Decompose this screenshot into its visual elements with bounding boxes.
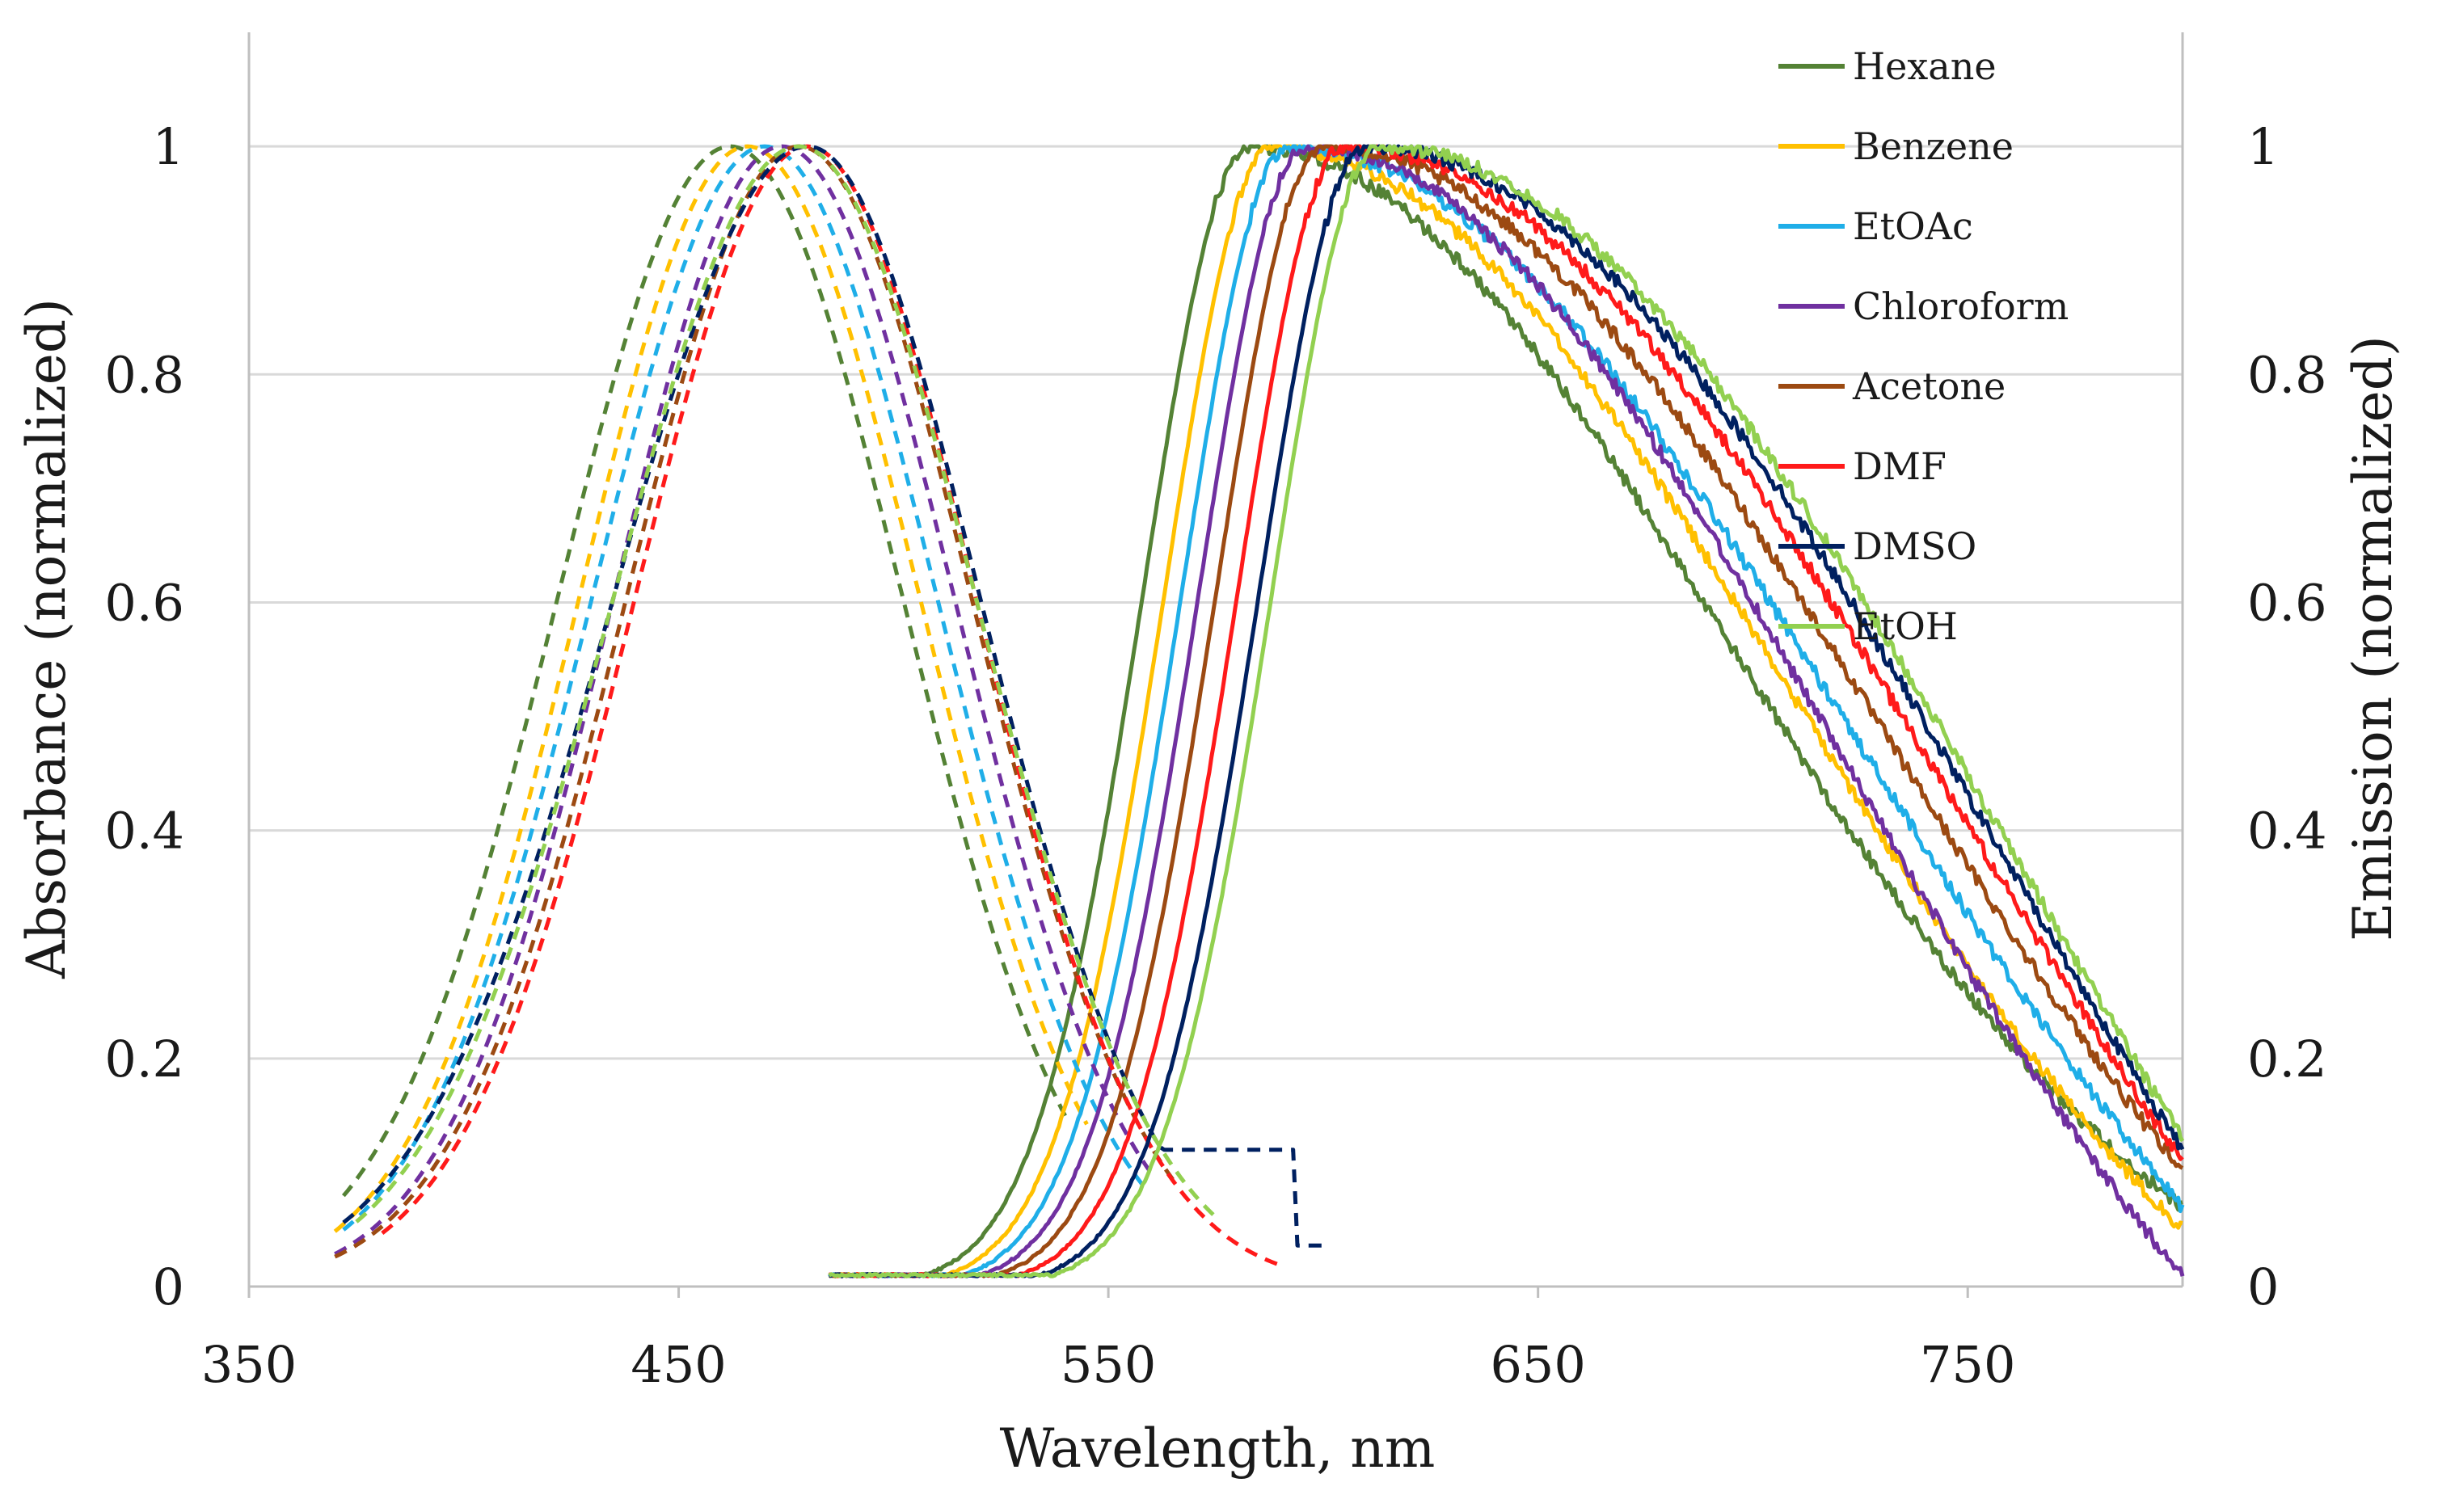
- x-tick-label: 350: [201, 1335, 297, 1394]
- y-tick-label-left: 0.4: [104, 802, 184, 861]
- absorbance-line-benzene: [333, 144, 1089, 1233]
- absorbance-line-etoac: [342, 144, 1145, 1232]
- x-tick-label: 550: [1061, 1335, 1156, 1394]
- emission-line-dmf: [829, 144, 2184, 1278]
- plot-frame: [247, 32, 2184, 1298]
- x-tick-label: 650: [1490, 1335, 1585, 1394]
- y-tick-label-left: 0.2: [104, 1030, 184, 1089]
- absorbance-line-dmf: [381, 144, 1281, 1267]
- legend-label-etoh: EtOH: [1853, 604, 1958, 648]
- x-tick-label: 750: [1920, 1335, 2015, 1394]
- legend-label-hexane: Hexane: [1853, 44, 1997, 88]
- emission-line-etoh: [828, 144, 2185, 1278]
- y-tick-label-right: 0.4: [2247, 802, 2327, 861]
- x-axis-title: Wavelength, nm: [1000, 1417, 1436, 1480]
- y-tick-label-left: 0: [153, 1257, 184, 1316]
- y-tick-label-right: 0.8: [2247, 345, 2327, 404]
- y-tick-label-right: 0: [2247, 1257, 2279, 1316]
- legend-label-benzene: Benzene: [1853, 124, 2014, 168]
- y-tick-label-left: 1: [153, 117, 184, 176]
- emission-line-dmso: [828, 144, 2185, 1278]
- y-tick-label-right: 0.6: [2247, 573, 2327, 632]
- emission-line-benzene: [829, 144, 2183, 1278]
- y-tick-label-right: 1: [2247, 117, 2279, 176]
- absorbance-line-acetone: [334, 144, 1175, 1259]
- absorbance-line-etoh: [355, 144, 1217, 1223]
- absorbance-line-dmso: [342, 144, 1323, 1248]
- legend-label-dmso: DMSO: [1853, 524, 1976, 568]
- data-series: [333, 144, 2185, 1278]
- legend: Hexane Benzene EtOAc Chloroform Acetone DMF DM…: [1778, 44, 2069, 648]
- emission-line-acetone: [829, 144, 2184, 1278]
- y-tick-label-left: 0.8: [104, 345, 184, 404]
- y-tick-label-left: 0.6: [104, 573, 184, 632]
- legend-label-dmf: DMF: [1853, 444, 1947, 488]
- legend-label-acetone: Acetone: [1852, 364, 2006, 408]
- absorbance-line-hexane: [341, 144, 1068, 1198]
- tick-labels: 350 450 550 650 750 0 0.2 0.4 0.6 0.8 1 0 0.2 0.4 0.6 0…: [104, 117, 2326, 1394]
- absorbance-line-chloroform: [334, 144, 1154, 1256]
- x-tick-label: 450: [631, 1335, 726, 1394]
- y-axis-title-right: Emission (normalized): [2342, 335, 2404, 941]
- legend-label-chloroform: Chloroform: [1853, 284, 2069, 328]
- emission-line-hexane: [829, 144, 2183, 1278]
- emission-line-chloroform: [828, 144, 2185, 1278]
- legend-label-etoac: EtOAc: [1853, 204, 1973, 248]
- y-tick-label-right: 0.2: [2247, 1030, 2327, 1089]
- y-axis-title-left: Absorbance (normalized): [15, 298, 78, 979]
